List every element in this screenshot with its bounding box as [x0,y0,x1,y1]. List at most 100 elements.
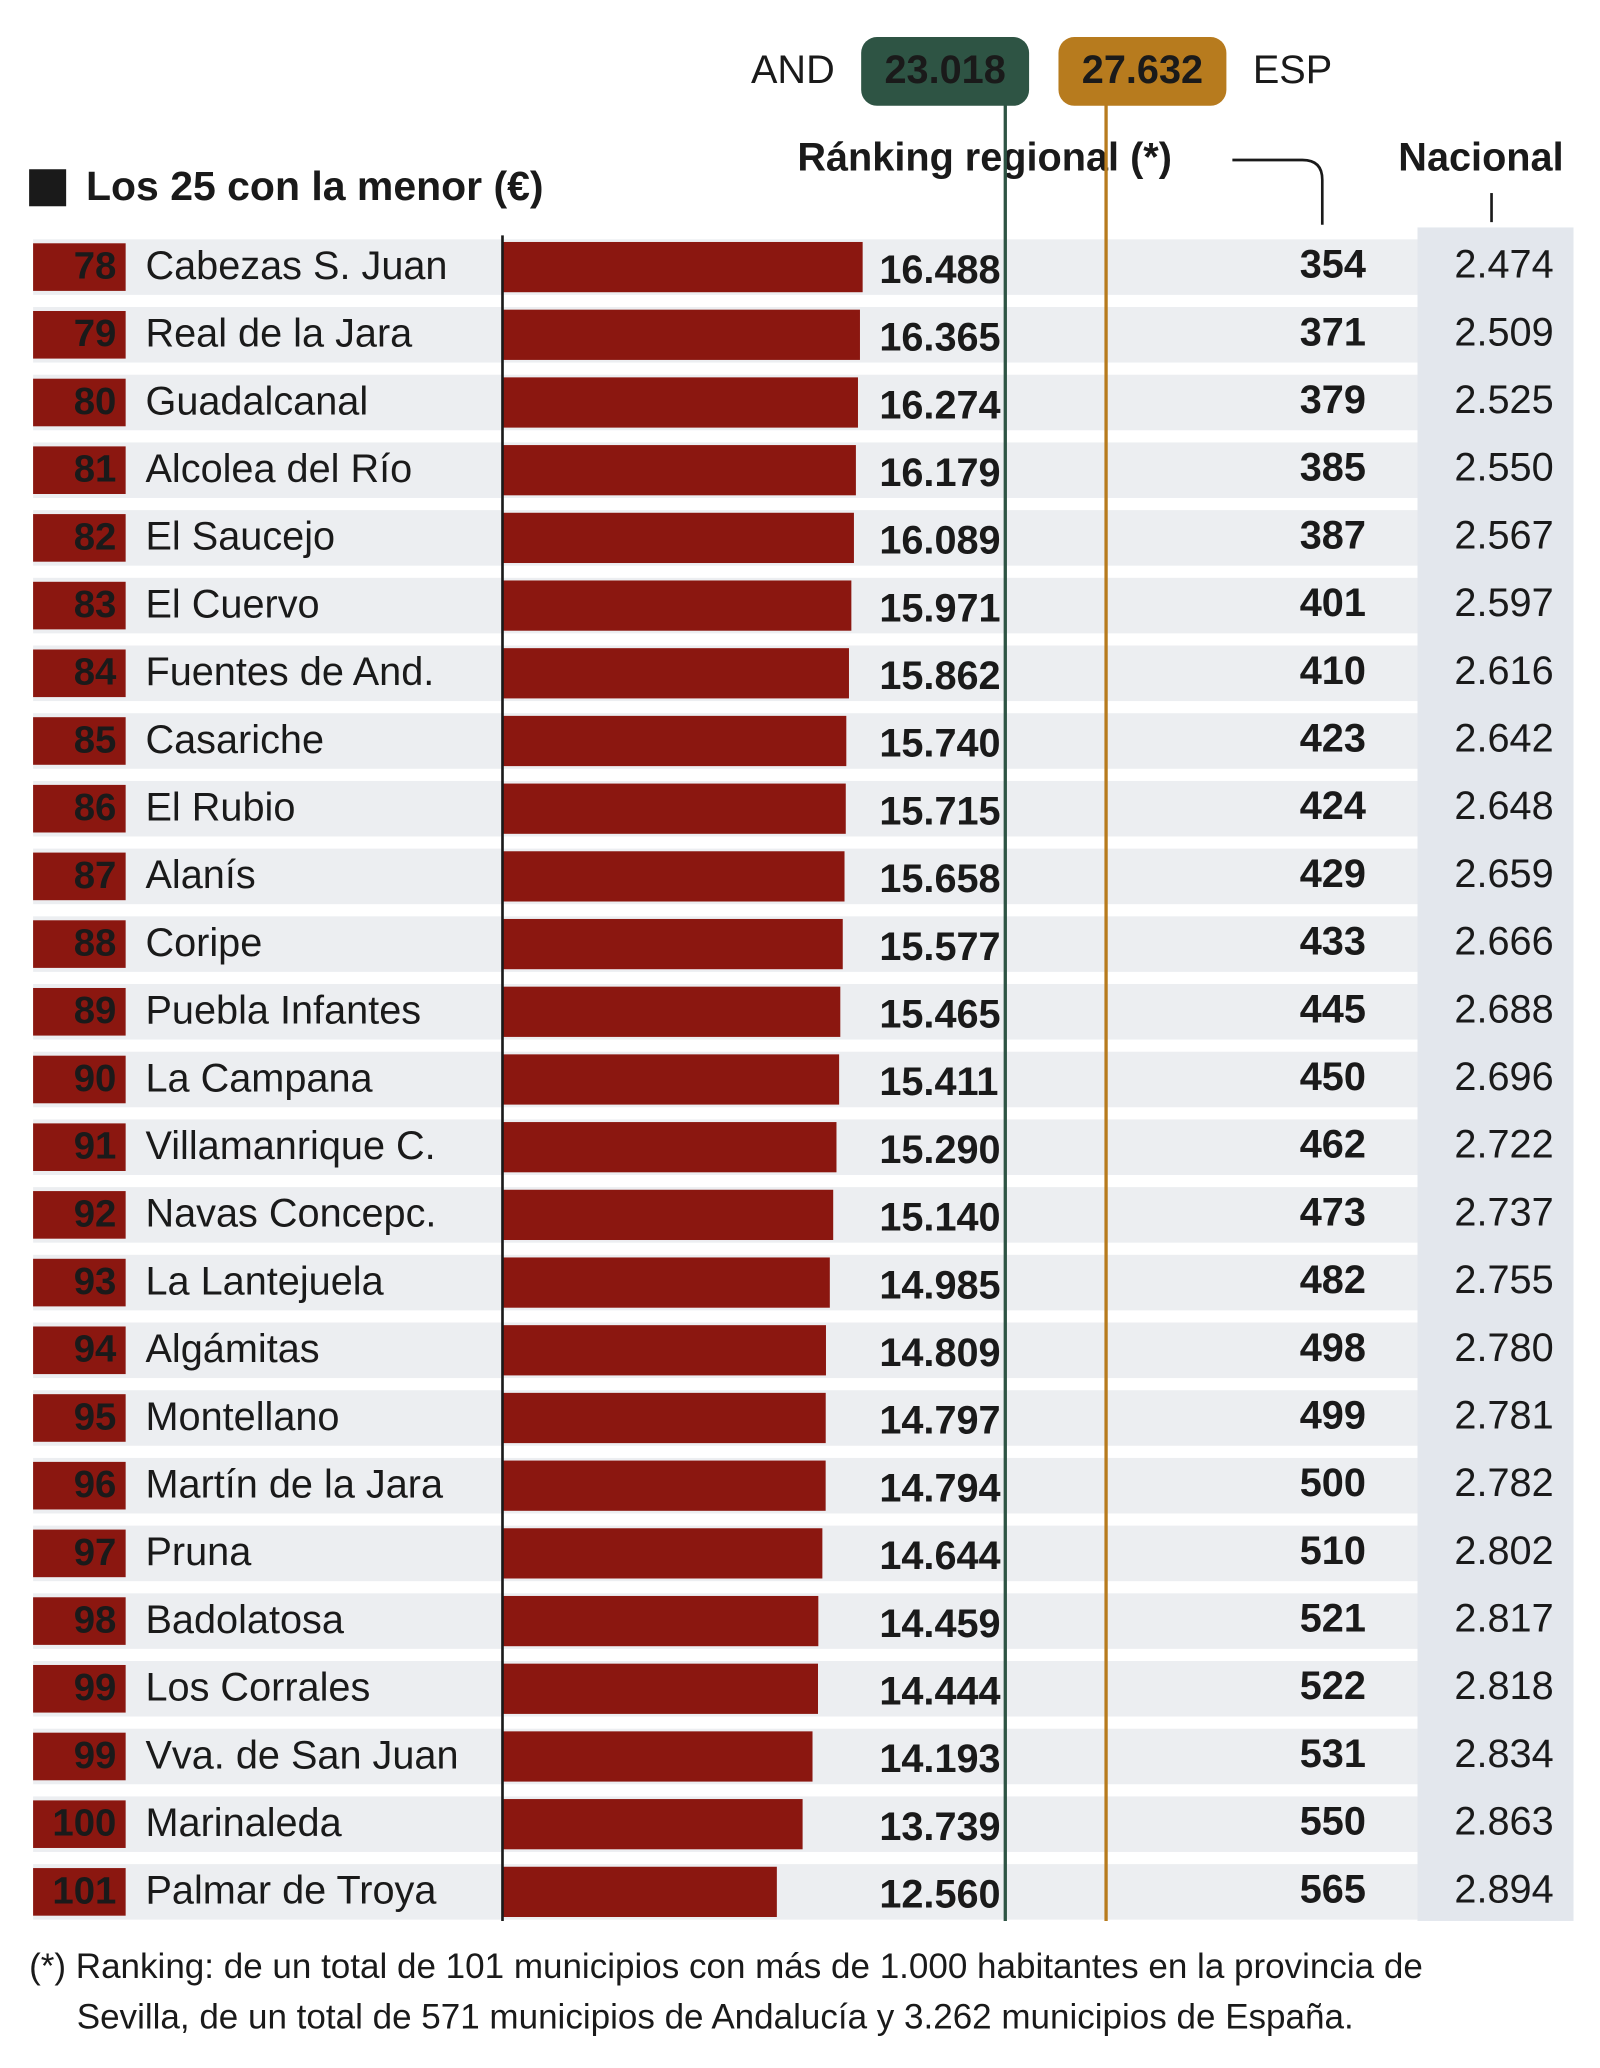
footnote: Sevilla, de un total de 571 municipios d… [77,1997,1354,2036]
title-square [29,169,67,207]
rank-box [33,1394,126,1442]
rank-box [33,987,126,1036]
value-label: 15.862 [879,654,1000,698]
bar [502,918,843,970]
category-label: Palmar de Troya [145,1869,437,1913]
regional-rank: 531 [1300,1732,1366,1776]
category-label: Coripe [145,921,262,965]
rank-box [33,1732,126,1781]
national-rank: 2.817 [1454,1597,1553,1641]
bar [502,309,860,360]
value-label: 16.365 [879,316,1000,360]
connector [1232,158,1324,225]
regional-rank: 462 [1300,1123,1366,1167]
national-rank: 2.782 [1454,1461,1553,1505]
regional-rank: 371 [1300,310,1366,354]
category-label: La Lantejuela [145,1259,384,1303]
value-label: 15.715 [879,789,1000,833]
bar [502,1189,834,1241]
value-label: 14.444 [879,1670,1000,1714]
rank-box [33,1258,126,1307]
category-label: Navas Concepc. [145,1192,436,1236]
provincial-rank: 79 [74,312,117,355]
bar [502,715,847,767]
bar [502,1799,803,1850]
value-label: 15.290 [879,1128,1000,1172]
category-label: Puebla Infantes [145,989,421,1033]
rank-box [33,649,126,698]
regional-rank: 424 [1300,784,1366,828]
bar [502,445,856,496]
rank-box [33,1529,126,1578]
value-label: 16.488 [879,248,1000,292]
bar [502,783,846,834]
provincial-rank: 93 [74,1260,117,1303]
bar [502,580,852,631]
category-label: Fuentes de And. [145,650,434,694]
value-label: 14.644 [879,1534,1000,1578]
bar [502,1325,826,1376]
rank-box [33,1055,126,1104]
national-rank: 2.550 [1454,446,1553,490]
bar [502,1122,837,1173]
value-label: 15.465 [879,993,1000,1037]
national-rank: 2.525 [1454,378,1553,422]
rank-box [33,1326,126,1375]
value-label: 15.577 [879,925,1000,969]
value-label: 16.274 [879,383,1000,427]
value-label: 14.459 [879,1602,1000,1646]
bar [502,1054,840,1105]
bar [502,1528,823,1579]
regional-rank: 499 [1300,1393,1366,1437]
value-label: 15.971 [879,586,1000,630]
regional-rank: 401 [1300,581,1366,625]
rank-box [33,1868,126,1916]
national-rank: 2.509 [1454,310,1553,354]
rank-box [33,717,126,765]
rank-box [33,581,126,630]
national-rank: 2.659 [1454,852,1553,896]
regional-rank: 450 [1300,1055,1366,1099]
rank-box [33,920,126,968]
category-label: Montellano [145,1395,339,1439]
provincial-rank: 97 [74,1531,117,1574]
national-rank: 2.474 [1454,243,1553,287]
bar [502,1731,813,1782]
value-label: 12.560 [879,1873,1000,1917]
national-rank: 2.818 [1454,1664,1553,1708]
regional-rank: 510 [1300,1529,1366,1573]
value-label: 14.794 [879,1466,1000,1510]
bar [502,1866,777,1917]
regional-rank: 522 [1300,1664,1366,1708]
national-rank: 2.863 [1454,1800,1553,1844]
rank-box [33,784,126,833]
value-label: 13.739 [879,1805,1000,1849]
category-label: Pruna [145,1530,252,1574]
bar [502,1460,826,1511]
category-label: Badolatosa [145,1598,344,1642]
bar [502,1392,826,1444]
reference-pill [861,37,1030,106]
regional-rank: 473 [1300,1190,1366,1234]
provincial-rank: 89 [74,989,117,1032]
footnote: (*) Ranking: de un total de 101 municipi… [29,1947,1423,1986]
category-label: Los Corrales [145,1666,370,1710]
regional-rank: 423 [1300,716,1366,760]
bar [502,986,841,1037]
provincial-rank: 81 [74,448,117,491]
rank-box [33,1191,126,1239]
provincial-rank: 86 [74,786,117,829]
national-column-bg [1417,227,1574,1921]
rank-box [33,1597,126,1645]
bar [502,648,849,699]
category-label: Algámitas [145,1327,319,1371]
rank-box [33,310,126,359]
category-label: El Saucejo [145,515,335,559]
national-rank: 2.781 [1454,1393,1553,1437]
value-label: 15.740 [879,722,1000,766]
category-label: El Rubio [145,785,295,829]
provincial-rank: 98 [74,1599,117,1642]
bar [502,512,854,564]
